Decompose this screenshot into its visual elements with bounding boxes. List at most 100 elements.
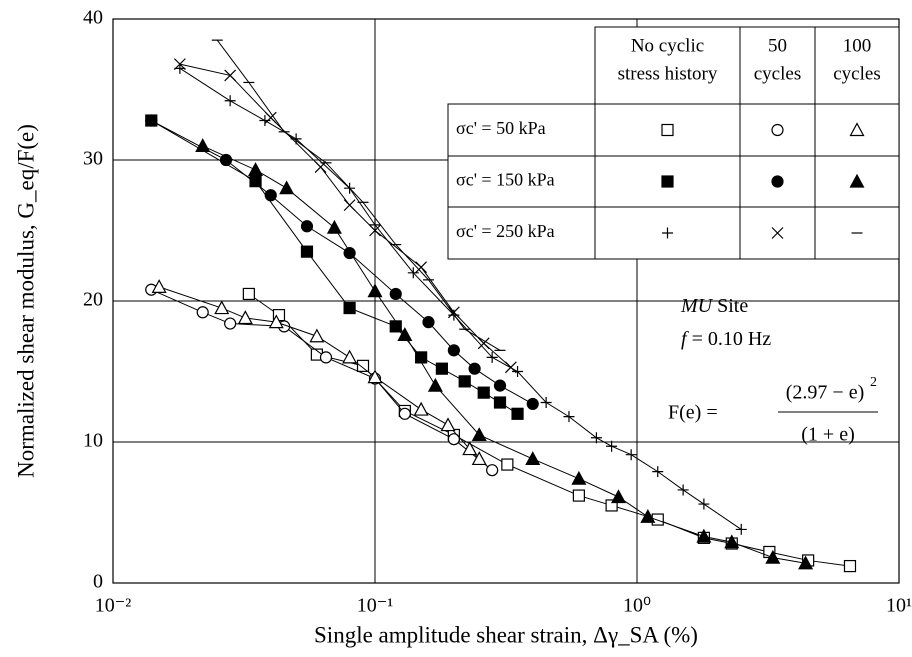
triangle-marker	[268, 314, 284, 329]
plus-marker	[486, 351, 498, 363]
triangle-marker	[798, 555, 814, 570]
plus-marker	[677, 484, 689, 496]
cross-marker	[173, 58, 186, 71]
legend-row-label: σc' = 250 kPa	[456, 221, 555, 241]
triangle-marker	[367, 369, 383, 384]
triangle-marker	[326, 219, 342, 234]
legend-row-label: σc' = 150 kPa	[456, 170, 555, 190]
y-tick-label: 0	[93, 571, 103, 593]
cross-marker	[415, 261, 428, 274]
cross-marker	[477, 337, 490, 350]
square-marker	[415, 351, 428, 364]
circle-marker	[319, 351, 333, 364]
square-marker	[501, 458, 514, 471]
circle-marker	[771, 123, 784, 137]
plus-marker	[540, 397, 552, 409]
circle-marker	[224, 317, 237, 330]
plus-marker	[698, 498, 710, 510]
y-tick-label: 20	[83, 289, 103, 311]
square-marker	[605, 499, 618, 512]
formula-lhs: F(e) =	[668, 402, 718, 424]
plus-marker	[606, 440, 618, 452]
plus-marker	[369, 219, 381, 231]
square-marker	[242, 287, 255, 301]
y-tick-label: 30	[83, 148, 103, 170]
circle-marker	[493, 379, 507, 392]
circle-marker	[447, 344, 460, 357]
legend-column-header: stress history	[618, 63, 718, 84]
cross-marker	[504, 361, 517, 374]
triangle-marker	[342, 349, 358, 364]
square-marker	[300, 245, 314, 258]
square-marker	[343, 301, 356, 315]
legend-column-header: No cyclic	[631, 35, 704, 56]
square-marker	[458, 375, 471, 388]
triangle-marker	[413, 401, 429, 416]
legend-column-header: cycles	[833, 63, 880, 84]
legend-column-header: 100	[843, 35, 872, 56]
frequency-symbol: f	[681, 328, 689, 350]
legend-column-header: cycles	[754, 63, 801, 84]
site-label: Site	[717, 295, 748, 317]
circle-marker	[264, 189, 277, 202]
site-annotation: MU Site	[680, 295, 748, 317]
triangle-marker	[440, 417, 456, 432]
triangle-marker	[279, 180, 295, 195]
triangle-marker	[462, 441, 478, 456]
series-line	[179, 63, 512, 368]
plus-marker	[662, 227, 673, 239]
frequency-annotation: f = 0.10 Hz	[681, 328, 771, 350]
y-tick-label: 40	[83, 7, 103, 29]
triangle-marker	[640, 508, 656, 523]
triangle-marker	[151, 279, 167, 293]
square-marker	[249, 175, 262, 188]
legend-background	[447, 103, 596, 260]
formula-exponent: 2	[870, 375, 877, 390]
x-tick-label: 10¹	[886, 595, 912, 617]
triangle-marker	[765, 549, 781, 564]
circle-marker	[398, 407, 411, 420]
square-marker	[435, 362, 448, 375]
circle-marker	[145, 114, 158, 127]
triangle-marker	[571, 470, 587, 485]
frequency: = 0.10 Hz	[692, 328, 772, 350]
circle-marker	[486, 464, 499, 477]
circle-marker	[300, 220, 314, 233]
x-axis-label: Single amplitude shear strain, Δγ_SA (%)	[314, 622, 698, 647]
y-axis-label: Normalized shear modulus, G_eq/F(e)	[13, 124, 38, 478]
square-marker	[493, 396, 507, 409]
formula-denominator: (1 + e)	[801, 424, 854, 446]
plus-marker	[735, 523, 747, 535]
circle-marker	[526, 397, 539, 411]
formula-numerator: (2.97 − e)	[786, 382, 864, 404]
square-marker	[661, 123, 674, 137]
x-tick-label: 10⁰	[623, 595, 651, 617]
square-marker	[356, 359, 370, 372]
circle-marker	[468, 362, 481, 375]
square-marker	[511, 407, 524, 420]
cross-marker	[224, 69, 237, 82]
legend: No cyclic stress history 50 cycles 100 cycles…	[447, 26, 900, 260]
circle-marker	[196, 306, 209, 319]
circle-marker	[422, 316, 435, 329]
cross-marker	[771, 227, 784, 239]
plus-marker	[563, 411, 575, 423]
plus-marker	[590, 432, 602, 444]
circle-marker	[771, 175, 784, 188]
triangle-marker	[849, 173, 865, 188]
plus-marker	[512, 366, 524, 377]
square-marker	[661, 175, 674, 188]
triangle-marker	[696, 528, 712, 543]
plus-marker	[407, 267, 419, 279]
triangle-marker	[397, 327, 413, 341]
triangle-marker	[309, 328, 325, 343]
x-tick-label: 10⁻²	[95, 595, 132, 617]
square-marker	[477, 386, 490, 399]
triangle-marker	[214, 300, 230, 315]
triangle-marker	[849, 122, 865, 137]
square-marker	[651, 513, 664, 526]
cross-marker	[343, 199, 356, 212]
series-line	[202, 145, 806, 564]
